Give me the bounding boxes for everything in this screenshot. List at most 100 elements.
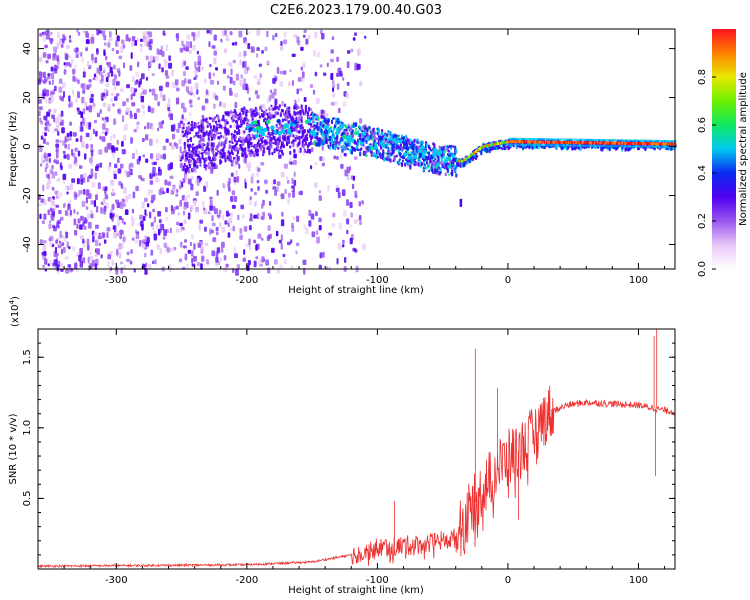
spectrogram-cell bbox=[51, 171, 56, 179]
spectrogram-cell bbox=[197, 242, 202, 248]
spectrogram-cell bbox=[44, 132, 47, 137]
spectrogram-cell bbox=[240, 139, 243, 144]
spectrogram-cell bbox=[164, 179, 168, 186]
spectrogram-cell bbox=[172, 185, 177, 192]
spectrogram-cell bbox=[171, 69, 174, 77]
spectrogram-cell bbox=[203, 207, 206, 211]
spectrogram-cell bbox=[78, 254, 82, 262]
spectrogram-cell bbox=[236, 264, 240, 269]
spectrogram-cell bbox=[354, 32, 357, 36]
spectrogram-cell bbox=[314, 31, 318, 39]
spectrogram-cell bbox=[235, 130, 239, 136]
spectrogram-cell bbox=[336, 140, 339, 144]
spectrogram-cell bbox=[197, 121, 200, 125]
spectrogram-cell bbox=[213, 237, 217, 243]
spectrogram-cell bbox=[107, 261, 110, 268]
spectrogram-cell bbox=[292, 216, 296, 220]
spectrogram-cell bbox=[557, 140, 560, 144]
spectrogram-cell bbox=[238, 164, 241, 169]
spectrogram-cell bbox=[224, 121, 227, 127]
spectrogram-cell bbox=[235, 140, 239, 146]
spectrogram-cell bbox=[95, 206, 99, 213]
spectrogram-cell bbox=[373, 135, 376, 140]
spectrogram-cell bbox=[187, 249, 191, 254]
spectrogram-cell bbox=[276, 181, 281, 186]
spectrogram-cell bbox=[142, 216, 146, 221]
spectrogram-cell bbox=[266, 61, 270, 65]
spectrogram-y-label: Frequency (Hz) bbox=[8, 111, 19, 187]
spectrogram-cell bbox=[228, 177, 232, 184]
spectrogram-cell bbox=[204, 98, 209, 104]
spectrogram-cell bbox=[248, 97, 251, 101]
spectrogram-cell bbox=[590, 141, 593, 145]
spectrogram-cell bbox=[145, 134, 149, 141]
spectrogram-cell bbox=[486, 144, 489, 148]
spectrogram-cell bbox=[123, 186, 127, 194]
spectrogram-cell bbox=[409, 164, 412, 170]
spectrogram-cell bbox=[209, 64, 212, 68]
spectrogram-cell bbox=[106, 227, 111, 232]
y-tick-label: -40 bbox=[22, 236, 33, 252]
spectrogram-cell bbox=[629, 147, 632, 150]
spectrogram-cell bbox=[179, 162, 183, 169]
spectrogram-cell bbox=[330, 135, 334, 140]
spectrogram-cell bbox=[46, 173, 49, 179]
spectrogram-cell bbox=[258, 126, 264, 131]
spectrogram-cell bbox=[310, 122, 313, 127]
spectrogram-cell bbox=[658, 139, 661, 142]
spectrogram-cell bbox=[285, 131, 288, 136]
spectrogram-cell bbox=[246, 122, 249, 125]
spectrogram-cell bbox=[239, 79, 243, 87]
spectrogram-cell bbox=[93, 73, 97, 78]
spectrogram-cell bbox=[642, 142, 645, 146]
spectrogram-cell bbox=[157, 101, 161, 107]
spectrogram-cell bbox=[85, 106, 89, 111]
spectrogram-cell bbox=[402, 152, 408, 157]
spectrogram-cell bbox=[546, 144, 548, 147]
spectrogram-cell bbox=[62, 82, 66, 89]
spectrogram-cell bbox=[199, 139, 202, 143]
spectrogram-cell bbox=[313, 121, 316, 124]
spectrogram-cell bbox=[564, 144, 567, 147]
spectrogram-cell bbox=[59, 162, 62, 169]
spectrogram-cell bbox=[600, 141, 603, 145]
spectrogram-cell bbox=[292, 117, 295, 121]
spectrogram-cell bbox=[67, 264, 72, 268]
spectrogram-cell bbox=[160, 123, 163, 129]
spectrogram-cell bbox=[472, 151, 475, 155]
spectrogram-cell bbox=[300, 104, 303, 110]
spectrogram-cell bbox=[196, 89, 199, 95]
spectrogram-cell bbox=[271, 151, 274, 156]
spectrogram-cell bbox=[149, 61, 153, 67]
spectrogram-cell bbox=[120, 242, 124, 249]
spectrogram-cell bbox=[617, 141, 619, 145]
spectrogram-cell bbox=[140, 220, 144, 227]
spectrogram-cell bbox=[62, 38, 65, 44]
spectrogram-cell bbox=[236, 149, 240, 155]
spectrogram-cell bbox=[459, 164, 462, 168]
spectrogram-cell bbox=[216, 246, 221, 254]
spectrogram-cell bbox=[187, 121, 191, 125]
spectrogram-cell bbox=[179, 243, 183, 248]
spectrogram-cell bbox=[146, 122, 150, 129]
spectrogram-cell bbox=[203, 159, 206, 164]
spectrogram-cell bbox=[434, 158, 437, 161]
spectrogram-cell bbox=[149, 38, 153, 45]
spectrogram-cell bbox=[334, 124, 337, 129]
spectrogram-cell bbox=[336, 258, 339, 265]
spectrogram-cell bbox=[149, 55, 154, 61]
spectrogram-cell bbox=[617, 145, 619, 148]
spectrogram-cell bbox=[632, 139, 635, 142]
spectrogram-cell bbox=[48, 81, 51, 85]
spectrogram-cell bbox=[461, 159, 464, 163]
spectrogram-cell bbox=[326, 62, 329, 68]
spectrogram-cell bbox=[252, 145, 255, 148]
spectrogram-cell bbox=[332, 93, 336, 98]
colorbar-tick-label: 0.4 bbox=[697, 165, 708, 181]
spectrogram-cell bbox=[235, 73, 240, 81]
spectrogram-cell bbox=[324, 113, 329, 117]
spectrogram-cell bbox=[404, 162, 407, 167]
spectrogram-cell bbox=[239, 113, 242, 116]
spectrogram-cell bbox=[400, 134, 404, 138]
spectrogram-cell bbox=[292, 134, 295, 138]
